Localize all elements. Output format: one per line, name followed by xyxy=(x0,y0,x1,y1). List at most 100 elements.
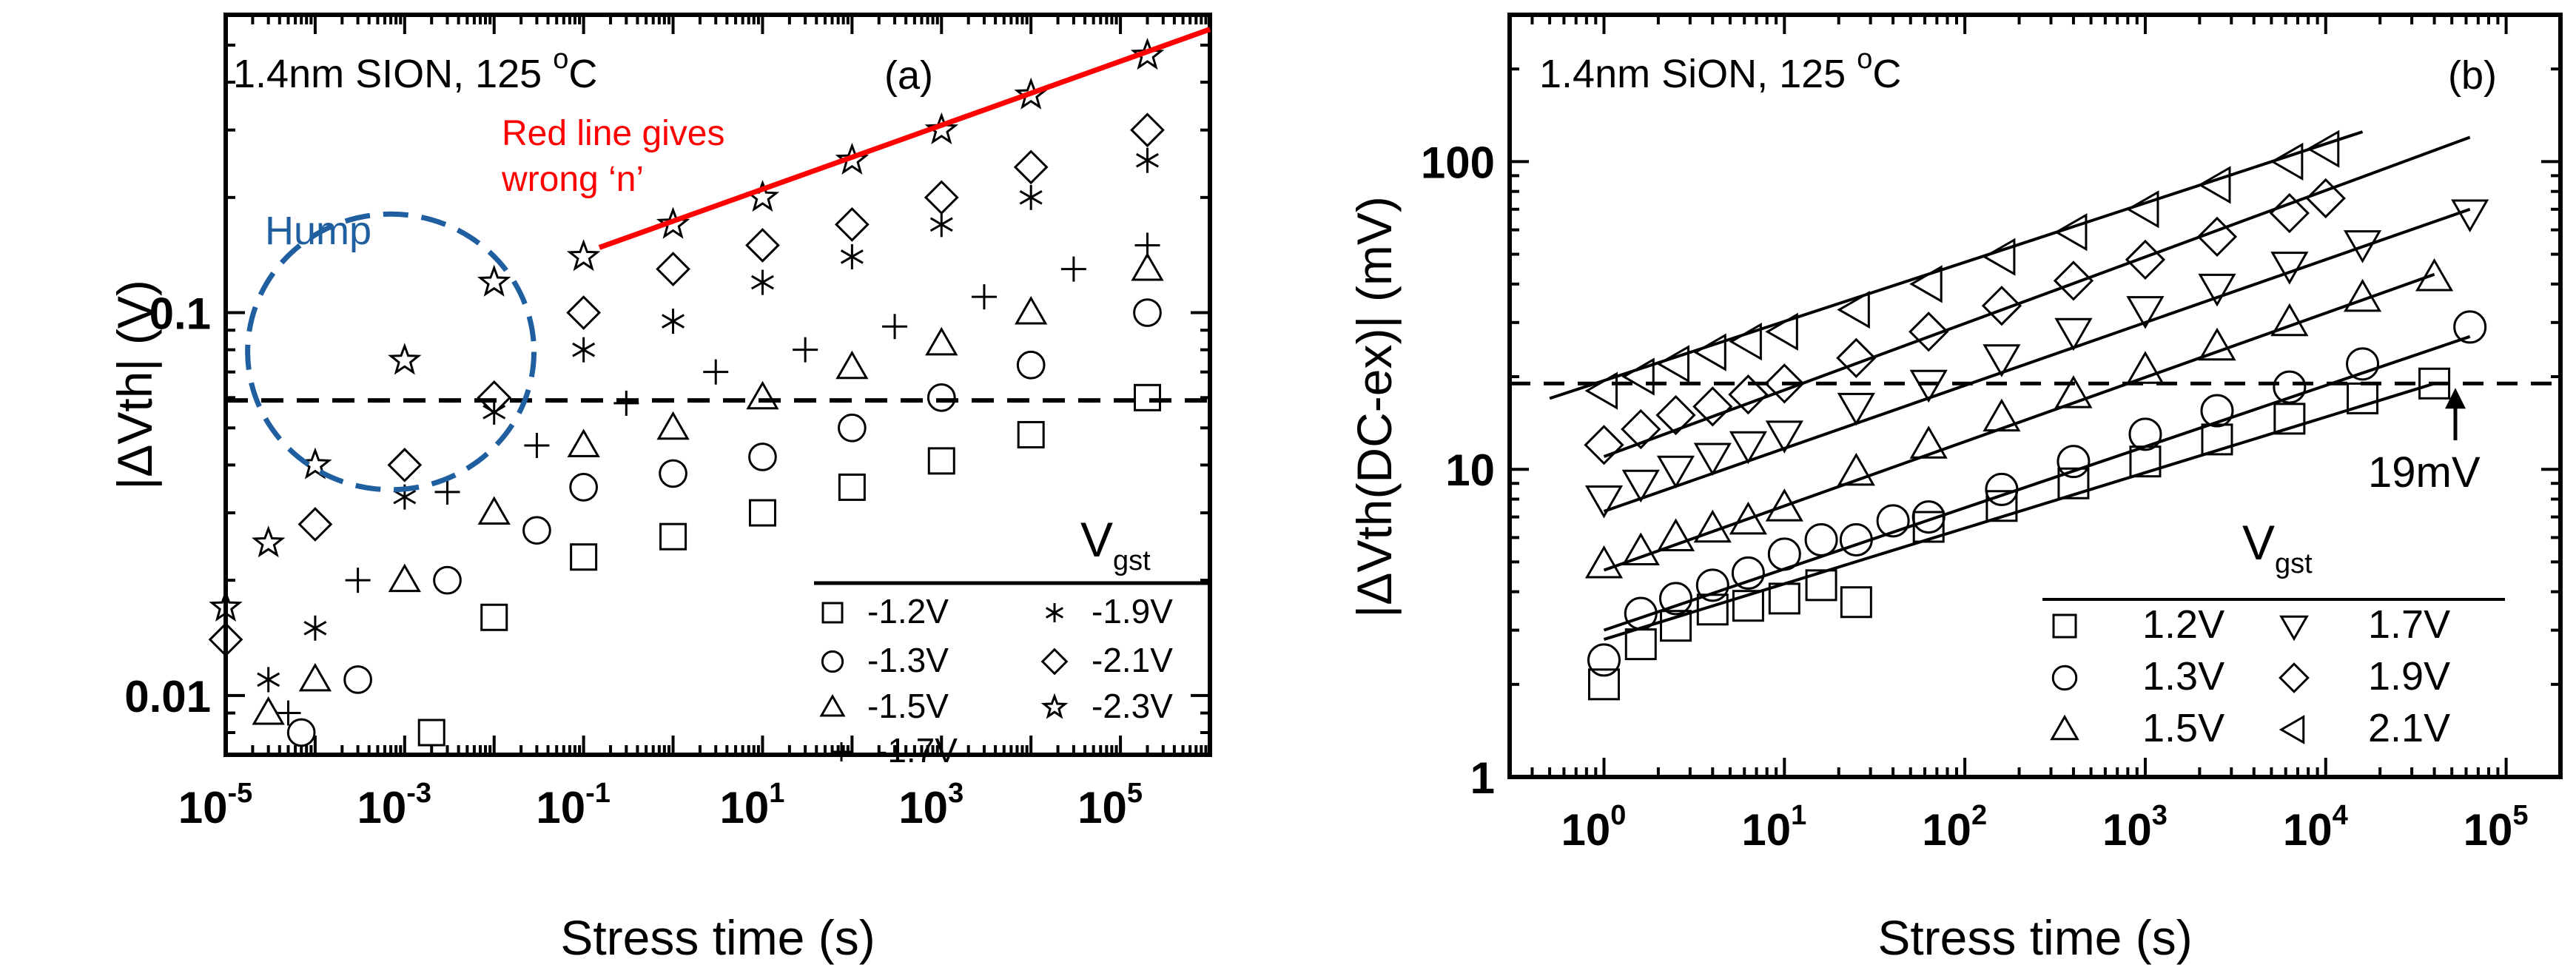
data-point xyxy=(1982,238,2016,276)
data-point xyxy=(2453,310,2487,344)
legend-b-title: Vgst xyxy=(2242,515,2313,579)
data-point xyxy=(1765,488,1803,522)
legend-label: -1.5V xyxy=(867,687,949,725)
data-point xyxy=(2054,213,2088,252)
data-point xyxy=(840,243,864,269)
data-point xyxy=(1981,286,2022,326)
data-point xyxy=(1912,511,1945,543)
data-point xyxy=(882,314,908,340)
data-point xyxy=(1728,374,1769,415)
legend-label: -2.1V xyxy=(1092,641,1173,679)
data-point xyxy=(924,112,959,144)
x-tick-label: 105 xyxy=(2464,800,2529,855)
data-point xyxy=(746,380,779,410)
data-point xyxy=(297,507,333,542)
data-point xyxy=(613,390,639,416)
data-point xyxy=(2198,327,2236,361)
data-point xyxy=(1837,452,1875,486)
data-point xyxy=(1839,522,1873,556)
data-point xyxy=(524,432,550,458)
data-point xyxy=(1136,147,1159,173)
data-point xyxy=(1729,501,1767,535)
legend-label: -1.2V xyxy=(867,592,949,630)
data-point xyxy=(343,665,372,694)
data-point xyxy=(567,428,600,457)
series-1.9V xyxy=(1584,178,2346,465)
series--1.7V xyxy=(275,232,1160,726)
panel-b-frame xyxy=(1507,13,2563,779)
data-point xyxy=(750,269,774,295)
data-point xyxy=(838,473,866,501)
data-point xyxy=(1765,312,1798,351)
data-point xyxy=(275,700,301,726)
data-point xyxy=(1133,383,1161,411)
legend-marker--1.9V xyxy=(1045,603,1064,622)
data-point xyxy=(477,496,511,525)
data-point xyxy=(1130,112,1165,148)
x-tick-label: 103 xyxy=(2102,800,2168,855)
data-point xyxy=(2201,423,2233,456)
data-point xyxy=(566,295,602,330)
fit-line xyxy=(1549,130,2364,400)
panel-b-title: 1.4nm SiON, 125 oC xyxy=(1539,44,1901,96)
panel-a-xlabel: Stress time (s) xyxy=(560,910,875,965)
data-point xyxy=(569,473,598,502)
x-tick-label: 10-5 xyxy=(178,778,253,832)
data-point xyxy=(1656,518,1695,551)
data-point xyxy=(2306,129,2340,168)
legend-label: -1.9V xyxy=(1092,592,1173,630)
data-point xyxy=(659,522,687,551)
panel-a-overlays xyxy=(226,27,1211,493)
fit-line xyxy=(598,27,1211,250)
data-point xyxy=(745,228,780,263)
panel-a-ticks: 10-5 10-3 10-1 101 103 105 0.01 0.1 xyxy=(124,15,1211,832)
legend-marker--2.3V xyxy=(1040,693,1069,719)
data-point xyxy=(838,413,867,443)
data-point xyxy=(1016,350,1046,380)
legend-marker--1.2V xyxy=(821,602,844,624)
legend-marker--2.1V xyxy=(1040,647,1069,676)
series-1.2V xyxy=(1587,367,2451,701)
data-point xyxy=(1837,291,1870,329)
data-point xyxy=(1656,455,1695,489)
data-point xyxy=(656,252,690,286)
data-point xyxy=(1587,643,1621,677)
data-point xyxy=(1624,596,1658,630)
data-point xyxy=(659,459,687,488)
reference-line-label: 19mV xyxy=(2368,448,2481,497)
data-point xyxy=(1015,295,1048,325)
data-point xyxy=(1909,312,1949,352)
y-tick-label: 100 xyxy=(1421,138,1495,187)
data-point xyxy=(286,718,316,747)
data-point xyxy=(570,543,598,571)
data-point xyxy=(480,603,508,631)
x-tick-label: 10-3 xyxy=(357,778,432,832)
fit-line-label-2: wrong ‘n’ xyxy=(501,160,644,199)
data-point xyxy=(1584,485,1624,519)
data-point xyxy=(1804,522,1838,556)
hump-label: Hump xyxy=(265,209,371,253)
data-point xyxy=(1134,232,1160,258)
y-tick-label: 1 xyxy=(1470,753,1495,803)
data-point xyxy=(1985,490,2018,522)
data-point xyxy=(434,479,460,505)
data-point xyxy=(925,326,958,356)
x-tick-label: 103 xyxy=(898,778,964,832)
fit-line xyxy=(1603,382,2435,641)
data-point xyxy=(2057,467,2090,499)
data-point xyxy=(1584,371,1618,410)
series-1.7V xyxy=(1584,199,2489,519)
data-point xyxy=(2196,216,2238,258)
data-point xyxy=(929,212,953,238)
data-point xyxy=(1656,345,1690,383)
series--1.2V xyxy=(417,383,1161,747)
data-point xyxy=(1731,556,1765,590)
x-tick-label: 10-1 xyxy=(536,778,611,832)
series--1.3V xyxy=(286,298,1162,747)
y-tick-label: 0.1 xyxy=(149,289,211,339)
data-point xyxy=(1624,628,1657,661)
data-point xyxy=(2305,178,2346,219)
data-point xyxy=(477,380,512,415)
panel-a-label: (a) xyxy=(884,53,933,98)
